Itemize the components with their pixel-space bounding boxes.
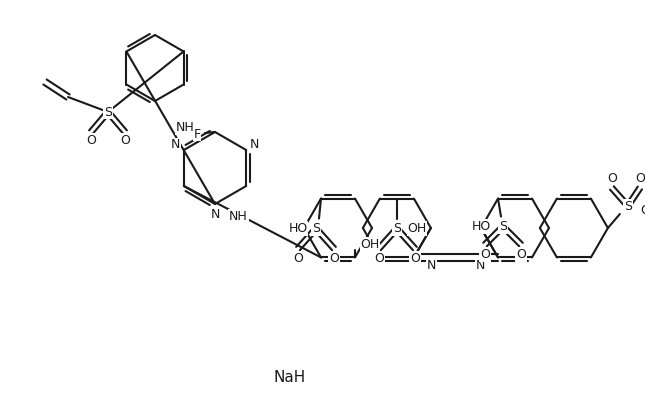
Text: S: S [104,106,112,118]
Text: O: O [120,133,130,147]
Text: O: O [410,252,420,265]
Text: O: O [635,172,645,185]
Text: N: N [475,259,484,272]
Text: S: S [393,222,401,235]
Text: O: O [293,252,303,265]
Text: O: O [480,248,490,261]
Text: OH: OH [407,222,426,235]
Text: N: N [210,208,220,220]
Text: NaH: NaH [274,370,306,386]
Text: S: S [499,220,507,233]
Text: N: N [427,259,437,272]
Text: NH: NH [175,121,194,134]
Text: N: N [250,139,259,152]
Text: O: O [329,252,339,265]
Text: O: O [607,172,617,185]
Text: S: S [624,199,632,212]
Text: S: S [312,222,320,235]
Text: OH: OH [361,238,380,251]
Text: O: O [86,133,96,147]
Text: HO: HO [288,222,308,235]
Text: F: F [194,127,201,141]
Text: O: O [374,252,384,265]
Text: OH: OH [640,204,645,218]
Text: HO: HO [471,220,491,233]
Text: O: O [516,248,526,261]
Text: NH: NH [229,210,248,223]
Text: N: N [170,139,180,152]
